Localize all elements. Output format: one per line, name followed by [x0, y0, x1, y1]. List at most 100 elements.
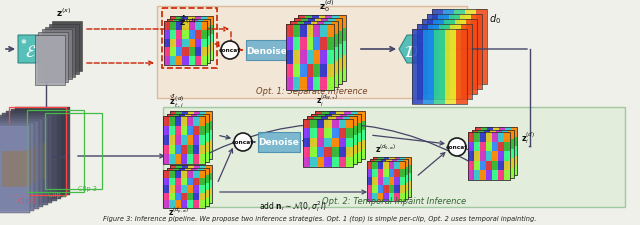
- Bar: [486, 142, 492, 151]
- Bar: [307, 25, 314, 38]
- Bar: [315, 112, 365, 159]
- Bar: [188, 180, 194, 188]
- Bar: [502, 159, 508, 168]
- Bar: [175, 155, 181, 164]
- Bar: [490, 130, 495, 140]
- Bar: [378, 185, 383, 193]
- Bar: [342, 126, 350, 136]
- Bar: [188, 150, 194, 159]
- Bar: [318, 133, 325, 143]
- Bar: [314, 155, 321, 164]
- Bar: [163, 155, 169, 164]
- Bar: [9, 108, 66, 195]
- Bar: [181, 117, 187, 126]
- Bar: [505, 127, 511, 137]
- Bar: [428, 25, 439, 99]
- Bar: [508, 159, 513, 168]
- Bar: [294, 19, 301, 32]
- Bar: [194, 196, 200, 203]
- Bar: [486, 132, 492, 142]
- Bar: [199, 178, 205, 185]
- Bar: [175, 200, 181, 208]
- Bar: [335, 72, 342, 85]
- Bar: [191, 19, 198, 28]
- Bar: [173, 190, 179, 198]
- Text: concat: concat: [219, 48, 241, 53]
- Bar: [475, 156, 481, 166]
- Bar: [182, 22, 189, 31]
- Bar: [300, 64, 307, 77]
- Bar: [481, 137, 487, 146]
- Bar: [394, 185, 399, 193]
- Bar: [195, 17, 201, 26]
- Text: $\mathbf{z}^{(d)}_{i}$: $\mathbf{z}^{(d)}_{i}$: [521, 129, 535, 145]
- Bar: [311, 114, 361, 162]
- Bar: [202, 143, 209, 152]
- Bar: [383, 185, 388, 193]
- Bar: [176, 165, 182, 173]
- Bar: [354, 143, 361, 152]
- Bar: [481, 156, 487, 166]
- Bar: [389, 173, 395, 181]
- Bar: [301, 45, 308, 58]
- Text: $\mathcal{E}$: $\mathcal{E}$: [25, 43, 37, 61]
- Bar: [315, 150, 322, 159]
- Bar: [487, 146, 493, 156]
- Bar: [465, 10, 476, 85]
- Bar: [194, 131, 200, 140]
- Bar: [35, 36, 65, 86]
- Bar: [314, 38, 320, 51]
- Bar: [339, 119, 346, 128]
- Bar: [307, 136, 314, 145]
- Bar: [378, 165, 384, 173]
- Bar: [384, 165, 389, 173]
- Bar: [194, 173, 200, 180]
- Bar: [294, 72, 301, 85]
- Bar: [310, 119, 317, 128]
- Bar: [196, 198, 202, 206]
- Bar: [193, 178, 199, 185]
- Bar: [179, 133, 184, 143]
- Bar: [188, 121, 194, 131]
- Bar: [204, 37, 210, 46]
- Bar: [207, 17, 213, 26]
- Bar: [184, 190, 191, 198]
- Bar: [169, 126, 175, 136]
- Bar: [328, 117, 335, 126]
- Bar: [427, 15, 482, 90]
- Bar: [191, 198, 196, 206]
- Bar: [188, 52, 195, 61]
- Text: $\mathbf{z}^{(d_{p,w})}$: $\mathbf{z}^{(d_{p,w})}$: [168, 205, 189, 217]
- Bar: [324, 128, 332, 138]
- Bar: [187, 193, 193, 200]
- Bar: [339, 16, 346, 29]
- Bar: [176, 188, 182, 196]
- Bar: [370, 159, 408, 199]
- Bar: [201, 48, 207, 57]
- Bar: [169, 145, 175, 155]
- Bar: [502, 140, 508, 149]
- Bar: [200, 173, 206, 180]
- Bar: [335, 155, 342, 164]
- Bar: [182, 188, 188, 196]
- Bar: [170, 173, 176, 180]
- Bar: [342, 117, 350, 126]
- Bar: [312, 55, 319, 68]
- Bar: [181, 126, 187, 136]
- Bar: [303, 119, 353, 167]
- Bar: [383, 169, 388, 177]
- Bar: [15, 146, 40, 181]
- Bar: [191, 168, 196, 175]
- Bar: [201, 34, 207, 43]
- Bar: [169, 155, 175, 164]
- Bar: [340, 124, 347, 133]
- Bar: [199, 193, 205, 200]
- Bar: [175, 178, 181, 185]
- Bar: [337, 150, 344, 159]
- Bar: [321, 145, 328, 155]
- Bar: [399, 193, 405, 201]
- Bar: [317, 48, 324, 61]
- Bar: [346, 148, 353, 157]
- Bar: [378, 177, 383, 185]
- Bar: [164, 22, 170, 31]
